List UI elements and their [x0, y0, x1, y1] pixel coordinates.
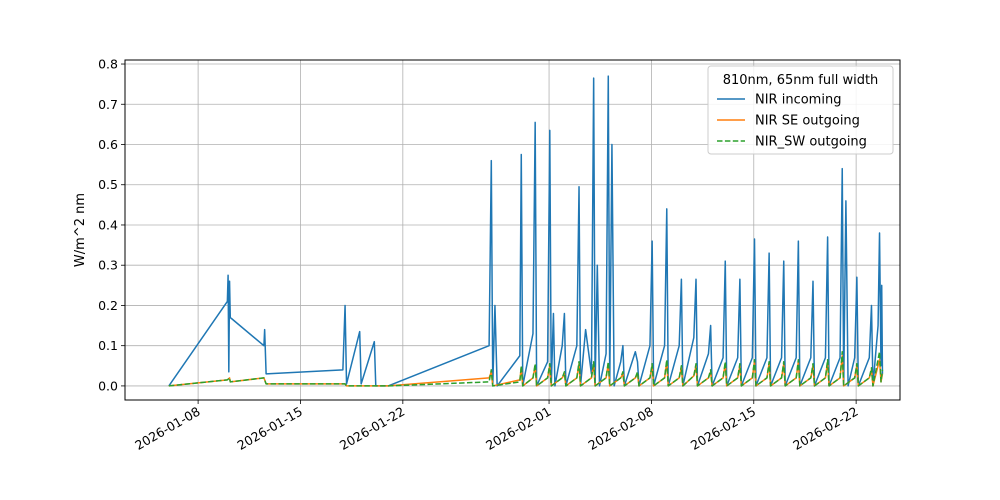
legend-box	[707, 65, 894, 155]
x-axis-ticks: 2026-01-08 2026-01-15 2026-01-22 2026-02-01…	[132, 400, 861, 453]
series-lines	[168, 75, 884, 387]
y-tick-label: 0.6	[98, 137, 118, 152]
y-axis-label: W/m^2 nm	[73, 193, 88, 267]
x-tick-label: 2026-02-08	[585, 404, 655, 453]
legend-items: NIR incoming NIR SE outgoing NIR_SW outgoi…	[717, 93, 867, 150]
y-tick-label: 0.0	[98, 378, 118, 393]
plot-area-frame	[124, 59, 901, 401]
x-tick-label: 2026-02-15	[688, 404, 758, 453]
legend-label-0: NIR incoming	[755, 93, 841, 108]
y-tick-label: 0.4	[98, 217, 118, 232]
x-tick-label: 2026-01-08	[132, 404, 202, 453]
legend-label-2: NIR_SW outgoing	[755, 135, 867, 150]
x-tick-label: 2026-02-22	[790, 404, 860, 453]
legend-title: 810nm, 65nm full width	[723, 73, 879, 88]
y-axis-ticks: 0.0 0.1 0.2 0.3 0.4 0.5 0.6 0.7 0.8	[98, 57, 125, 393]
series-line-2	[168, 350, 884, 387]
y-tick-label: 0.7	[98, 97, 118, 112]
legend: 810nm, 65nm full width NIR incoming NIR S…	[707, 65, 894, 155]
x-tick-label: 2026-02-01	[483, 404, 553, 453]
y-tick-label: 0.8	[98, 57, 118, 72]
y-tick-label: 0.5	[98, 177, 118, 192]
x-tick-label: 2026-01-15	[235, 404, 305, 453]
y-tick-label: 0.3	[98, 258, 118, 273]
x-tick-label: 2026-01-22	[337, 404, 407, 453]
y-tick-label: 0.2	[98, 298, 118, 313]
legend-label-1: NIR SE outgoing	[755, 114, 860, 129]
y-tick-label: 0.1	[98, 338, 118, 353]
